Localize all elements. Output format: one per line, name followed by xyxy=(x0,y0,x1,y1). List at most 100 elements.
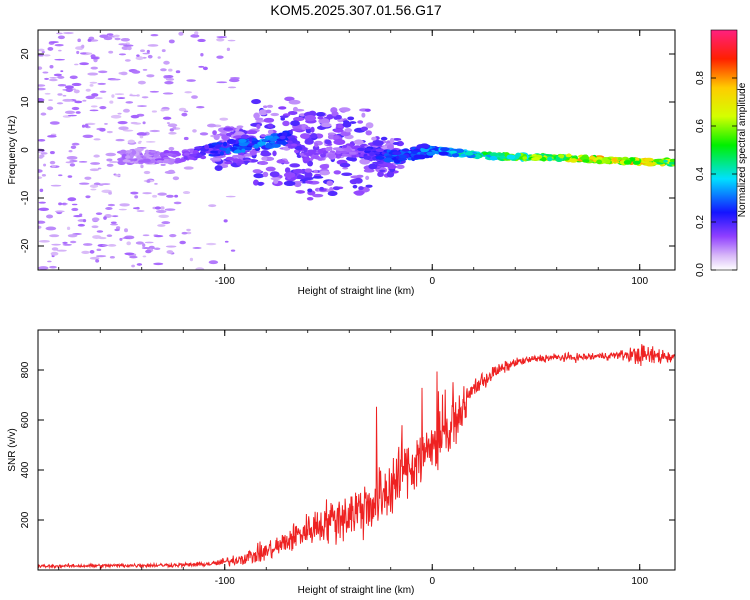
spectrogram-ridge xyxy=(413,154,424,159)
spectrogram-speckle xyxy=(79,213,83,216)
spectrogram-speckle xyxy=(161,221,171,225)
spectrogram-cloud xyxy=(292,168,304,174)
spectrogram-speckle xyxy=(153,247,161,250)
spectrogram-cloud xyxy=(335,114,342,120)
spectrogram-speckle xyxy=(78,161,88,163)
spectrogram-speckle xyxy=(38,48,45,52)
spectrogram-speckle xyxy=(160,163,166,167)
spectrogram-speckle xyxy=(46,214,54,219)
spectrogram-field xyxy=(38,31,675,270)
spectrogram-speckle xyxy=(65,88,73,93)
spectrogram-speckle xyxy=(216,81,228,84)
spectrogram-ridge xyxy=(306,149,317,153)
spectrogram-speckle xyxy=(219,117,229,121)
spectrogram-speckle xyxy=(115,138,125,142)
spectrogram-speckle xyxy=(54,210,65,213)
spectrogram-cloud xyxy=(353,139,364,145)
spectrogram-speckle xyxy=(208,260,219,265)
spectrogram-speckle xyxy=(164,81,174,85)
xtick-label: 0 xyxy=(429,576,435,587)
spectrogram-cloud xyxy=(368,163,378,170)
spectrogram-ridge xyxy=(351,154,357,158)
spectrogram-cloud xyxy=(337,123,343,129)
spectrogram-speckle xyxy=(89,81,98,84)
spectrogram-speckle xyxy=(49,150,55,155)
spectrogram-speckle xyxy=(230,249,236,252)
spectrogram-ridge xyxy=(244,146,252,151)
spectrogram-speckle xyxy=(150,34,159,37)
spectrogram-ridge xyxy=(547,156,553,162)
spectrogram-speckle xyxy=(114,93,125,96)
spectrogram-speckle xyxy=(38,176,43,180)
spectrogram-speckle xyxy=(168,131,177,135)
colorbar-tick-label: 0.4 xyxy=(695,167,706,181)
spectrogram-speckle xyxy=(106,234,113,238)
spectrogram-speckle xyxy=(103,216,107,220)
spectrogram-cloud xyxy=(363,168,375,173)
spectrogram-speckle xyxy=(200,53,204,57)
spectrogram-speckle xyxy=(105,152,117,157)
spectrogram-speckle xyxy=(60,70,64,73)
spectrogram-speckle xyxy=(101,244,108,247)
spectrogram-ridge xyxy=(268,138,279,142)
spectrogram-cloud xyxy=(377,171,384,178)
spectrogram-speckle xyxy=(182,190,191,195)
spectrogram-ridge xyxy=(398,154,408,159)
spectrogram-speckle xyxy=(158,214,170,218)
spectrogram-speckle xyxy=(199,132,209,136)
spectrogram-speckle xyxy=(165,245,177,248)
spectrogram-cloud xyxy=(258,161,269,165)
spectrogram-ridge xyxy=(119,149,127,154)
spectrogram-speckle xyxy=(49,234,60,238)
spectrogram-speckle xyxy=(97,82,107,85)
spectrogram-ridge xyxy=(384,155,395,159)
spectrogram-speckle xyxy=(109,255,115,259)
spectrogram-speckle xyxy=(67,234,78,238)
spectrogram-ridge xyxy=(327,153,336,159)
spectrogram-speckle xyxy=(224,240,229,243)
spectrogram-speckle xyxy=(122,108,130,113)
spectrogram-speckle xyxy=(162,92,174,95)
colorbar-tick-label: 0.0 xyxy=(695,263,706,277)
spectrogram-speckle xyxy=(149,90,160,93)
spectrogram-cloud xyxy=(386,144,395,150)
spectrogram-speckle xyxy=(191,95,198,99)
spectrogram-speckle xyxy=(90,188,97,191)
spectrogram-speckle xyxy=(124,59,131,62)
spectrogram-ridge xyxy=(168,158,176,162)
spectrogram-speckle xyxy=(136,210,145,212)
spectrogram-speckle xyxy=(163,60,170,65)
spectrogram-speckle xyxy=(105,207,113,210)
spectrogram-ridge xyxy=(628,157,636,162)
spectrogram-speckle xyxy=(89,250,95,254)
spectrogram-speckle xyxy=(57,75,65,79)
spectrogram-speckle xyxy=(154,182,158,185)
spectrogram-speckle xyxy=(41,51,45,54)
spectrogram-cloud xyxy=(331,111,339,117)
spectrogram-speckle xyxy=(122,129,134,132)
spectrogram-speckle xyxy=(84,176,92,180)
spectrogram-ridge xyxy=(606,159,611,164)
spectrogram-speckle xyxy=(168,169,175,173)
spectrogram-speckle xyxy=(51,247,59,251)
spectrogram-speckle xyxy=(73,89,80,94)
spectrogram-speckle xyxy=(114,37,121,41)
spectrogram-cloud xyxy=(304,126,311,130)
spectrogram-speckle xyxy=(93,182,101,186)
spectrogram-cloud xyxy=(320,122,332,128)
spectrogram-cloud xyxy=(333,135,340,140)
snr-series-line xyxy=(38,344,675,570)
spectrogram-speckle xyxy=(142,243,146,248)
spectrogram-speckle xyxy=(172,176,180,181)
spectrogram-cloud xyxy=(343,120,350,124)
spectrogram-speckle xyxy=(189,257,194,262)
spectrogram-ridge xyxy=(317,148,324,154)
spectrogram-ridge xyxy=(348,151,357,155)
spectrogram-speckle xyxy=(198,65,205,68)
spectrogram-cloud xyxy=(317,116,324,120)
ytick-label: 400 xyxy=(20,461,31,478)
spectrogram-speckle xyxy=(62,94,67,97)
spectrogram-cloud xyxy=(223,127,234,131)
spectrogram-speckle xyxy=(116,97,126,100)
